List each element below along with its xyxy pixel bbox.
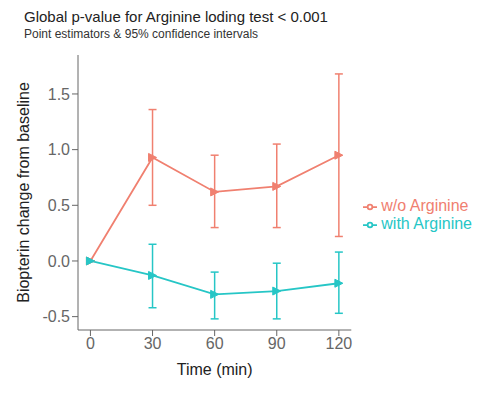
svg-text:1.5: 1.5: [48, 86, 70, 103]
svg-text:60: 60: [206, 335, 224, 352]
html-text:Global p-value for Arginine lo: Global p-value for Arginine loding test …: [24, 8, 328, 25]
html-text:with Arginine: with Arginine: [381, 215, 472, 232]
html-text:Point estimators & 95% confide: Point estimators & 95% confidence interv…: [24, 27, 259, 41]
svg-text:0: 0: [86, 335, 95, 352]
svg-text:0.0: 0.0: [48, 253, 70, 270]
svg-text:Time (min): Time (min): [177, 361, 253, 378]
svg-text:90: 90: [268, 335, 286, 352]
svg-text:Biopterin change from baseline: Biopterin change from baseline: [15, 82, 32, 303]
svg-text:120: 120: [326, 335, 353, 352]
svg-text:0.5: 0.5: [48, 197, 70, 214]
svg-text:30: 30: [144, 335, 162, 352]
html-text:w/o Arginine: w/o Arginine: [381, 197, 469, 214]
svg-text:1.0: 1.0: [48, 141, 70, 158]
svg-text:-0.5: -0.5: [42, 308, 70, 325]
